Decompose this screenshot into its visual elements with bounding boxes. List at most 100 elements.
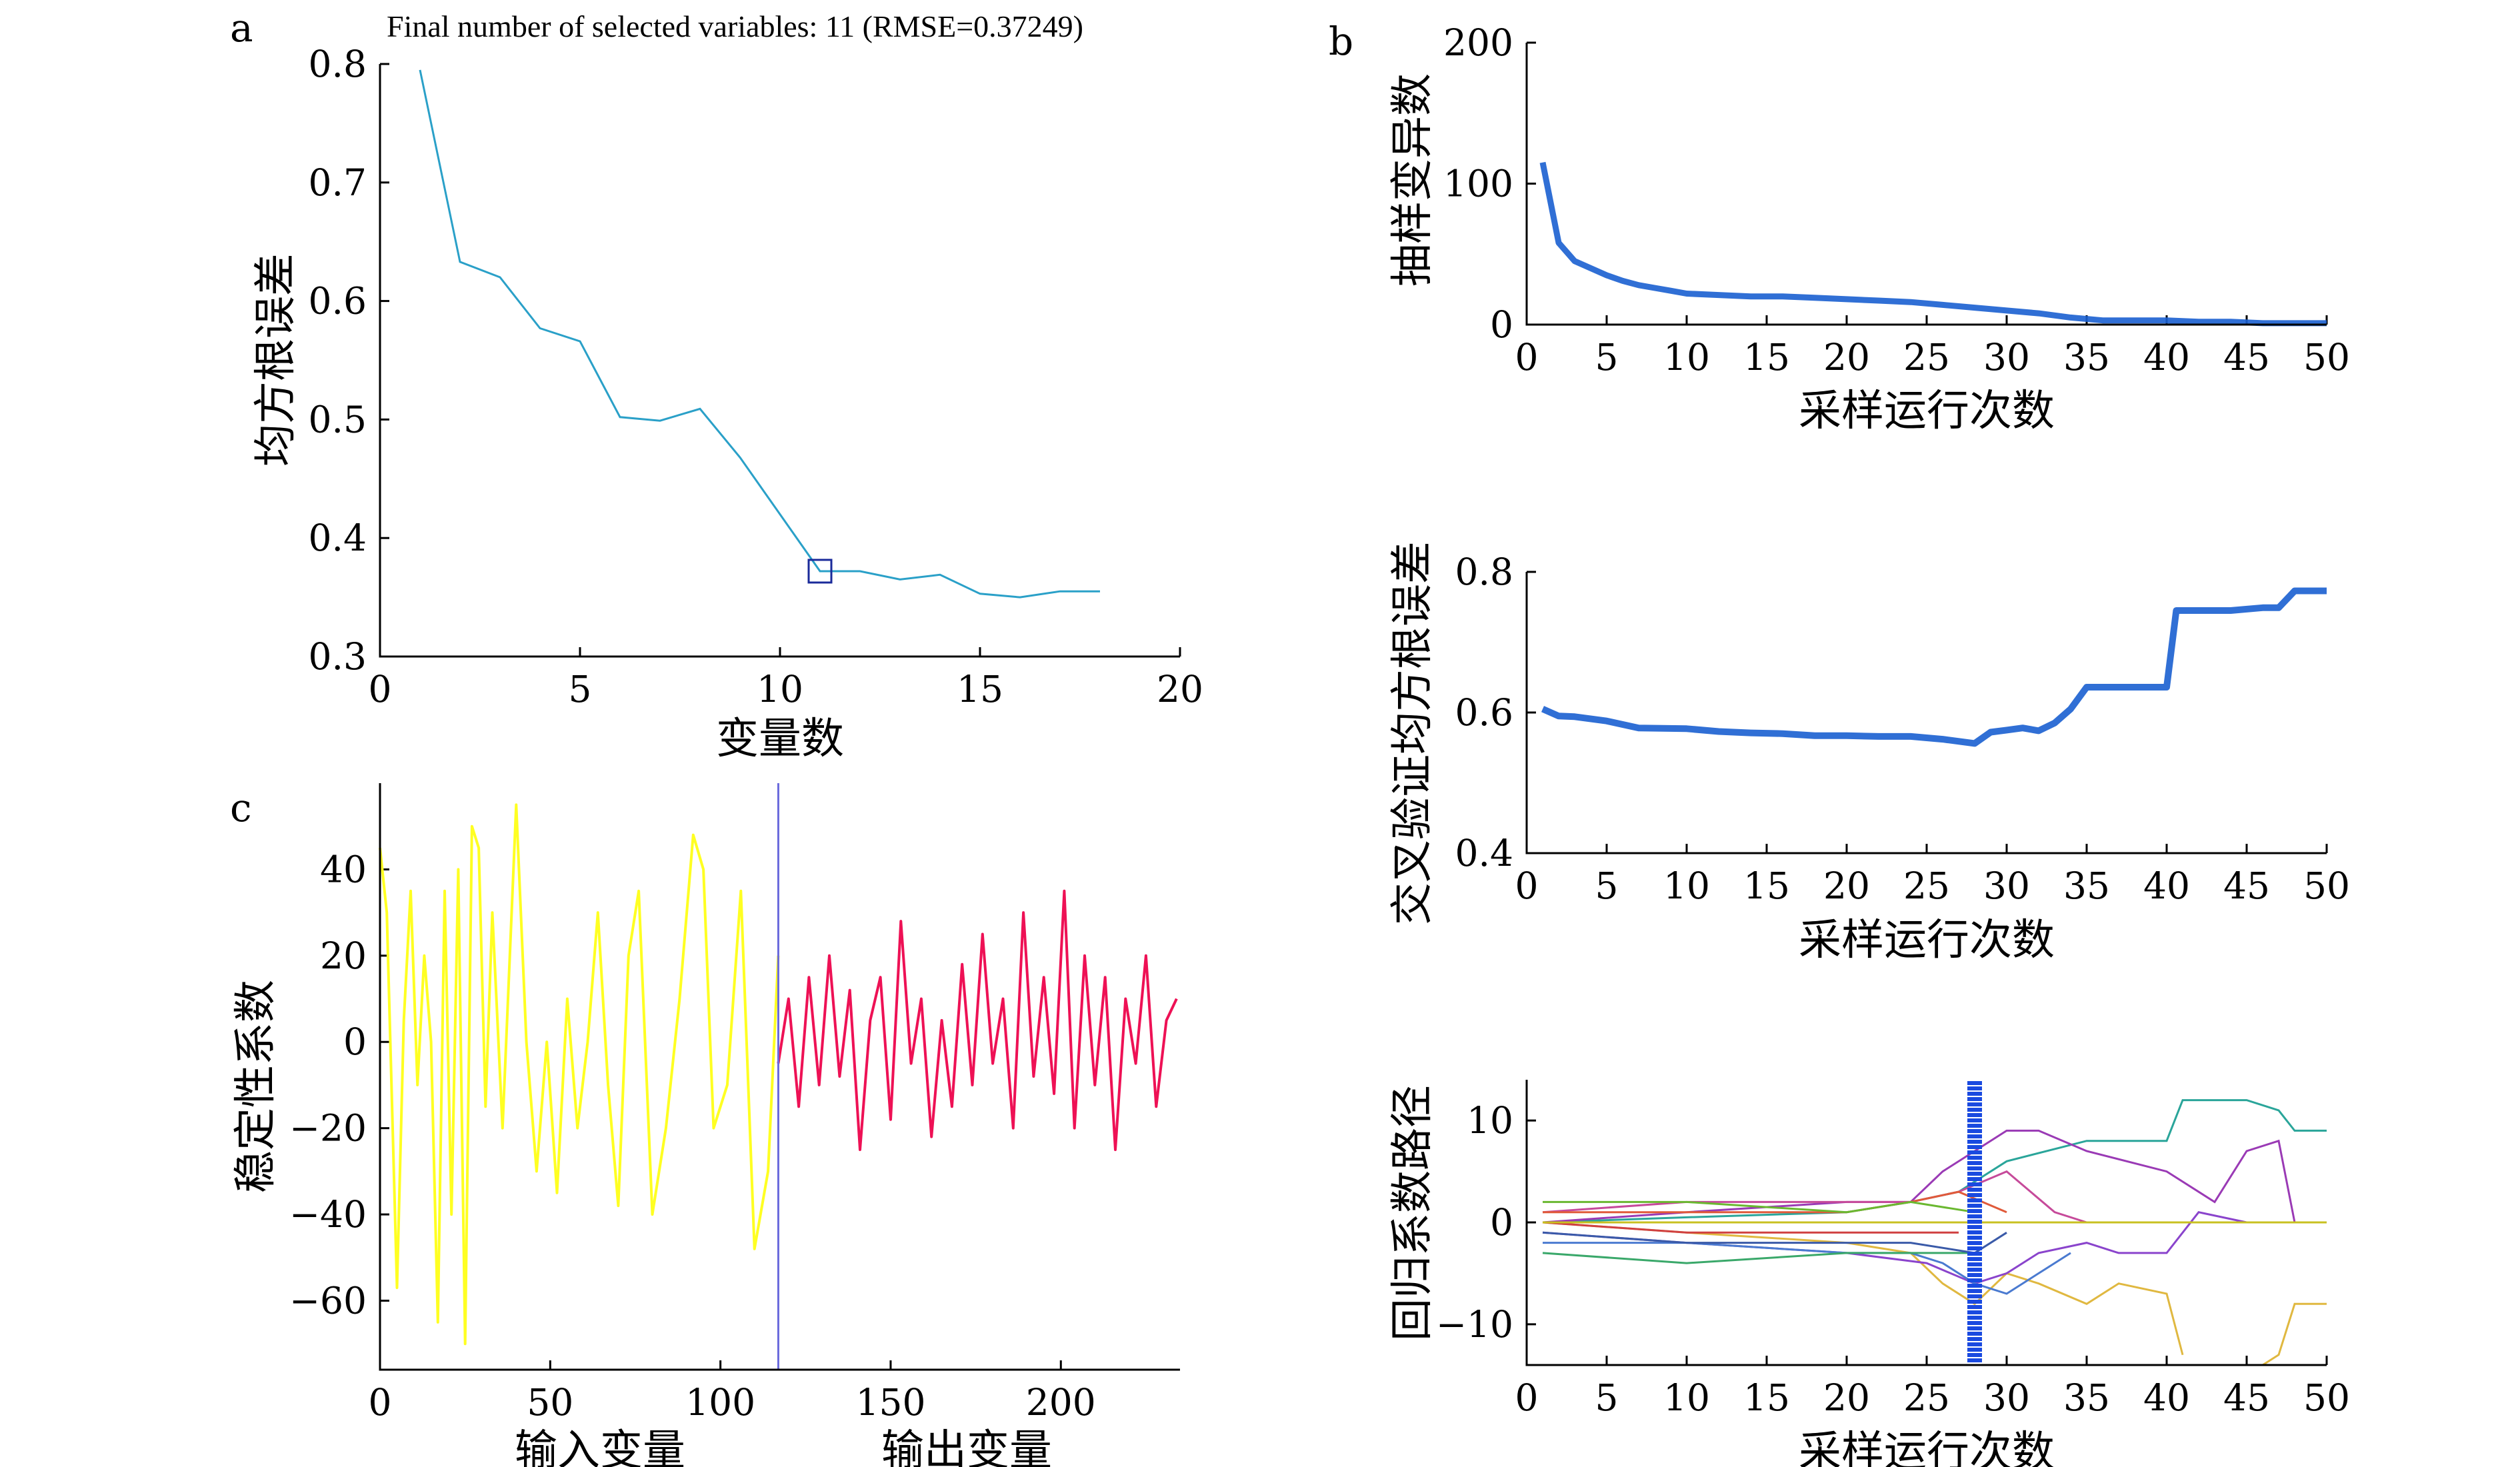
x-tick-label: 10	[1663, 1376, 1710, 1419]
y-tick-label: 40	[320, 848, 367, 890]
cv-rmse-line	[1541, 587, 2327, 747]
y-tick-label: −40	[289, 1193, 367, 1236]
panel-a: a Final number of selected variables: 11…	[230, 5, 1203, 764]
x-tick-label: 30	[1983, 864, 2030, 907]
y-tick-label: 10	[1467, 1099, 1513, 1142]
x-tick-label: 10	[1663, 864, 1710, 907]
x-tick-label: 0	[369, 668, 392, 711]
sampled-variables-line	[1539, 161, 2327, 327]
panel-b1-axes	[1525, 43, 2327, 326]
x-tick-label: 30	[1983, 336, 2030, 379]
x-tick-label: 100	[685, 1381, 755, 1424]
y-tick-label: 0.8	[309, 43, 367, 85]
x-tick-label: 5	[1595, 1376, 1619, 1419]
x-tick-label: 20	[1157, 668, 1203, 711]
y-tick-label: −60	[289, 1279, 367, 1322]
x-tick-label: 50	[2303, 1376, 2350, 1419]
y-tick-label: 0.4	[309, 517, 367, 559]
x-tick-label: 25	[1903, 1376, 1950, 1419]
x-tick-label: 25	[1903, 336, 1950, 379]
panel-a-title: Final number of selected variables: 11 (…	[387, 9, 1083, 43]
x-tick-label: 40	[2143, 864, 2190, 907]
rmse-line	[419, 69, 1100, 599]
x-tick-label: 150	[855, 1381, 925, 1424]
panel-b2: 0 5 10 15 20 25 30 35 40 45 50 0.8 0.6 0.4 采样运行次数 交叉验…	[1388, 541, 2350, 965]
x-tick-label: 35	[2063, 336, 2110, 379]
x-tick-label: 10	[1663, 336, 1710, 379]
panel-b3-xlabel: 采样运行次数	[1799, 1428, 2055, 1467]
x-tick-label: 35	[2063, 1376, 2110, 1419]
y-tick-label: 0.6	[1455, 691, 1513, 734]
coefficient-path-9	[1543, 1200, 1975, 1214]
x-tick-label: 15	[1743, 864, 1790, 907]
y-tick-label: −10	[1436, 1303, 1513, 1346]
coefficient-path-7	[1542, 1252, 1975, 1264]
x-tick-label: 5	[569, 668, 592, 711]
x-tick-label: 15	[1743, 1376, 1790, 1419]
x-tick-label: 5	[1595, 336, 1619, 379]
x-tick-label: 45	[2223, 864, 2270, 907]
x-tick-label: 20	[1823, 864, 1870, 907]
panel-c-ylabel: 稳定性系数	[231, 980, 281, 1193]
output-variables-line	[777, 889, 1178, 1151]
x-tick-label: 0	[1515, 1376, 1539, 1419]
y-tick-label: 0.5	[309, 398, 367, 441]
panel-letter-b: b	[1329, 19, 1353, 64]
panel-b1-ylabel: 抽样变异数	[1388, 73, 1437, 287]
panel-letter-a: a	[230, 5, 253, 51]
x-tick-label: 50	[2303, 864, 2350, 907]
panel-b2-ylabel: 交叉验证均方根误差	[1388, 541, 1437, 925]
x-tick-label: 0	[1515, 336, 1539, 379]
y-tick-label: 0	[1490, 303, 1513, 346]
x-tick-label: 15	[1743, 336, 1790, 379]
x-tick-label: 0	[369, 1381, 392, 1424]
x-tick-label: 25	[1903, 864, 1950, 907]
x-tick-label: 20	[1823, 1376, 1870, 1419]
y-tick-label: −20	[289, 1107, 367, 1150]
panel-b3-ylabel: 回归系数路径	[1388, 1085, 1437, 1341]
panel-a-axes	[379, 64, 1180, 658]
x-tick-label: 45	[2223, 336, 2270, 379]
y-tick-label: 0.3	[309, 635, 367, 678]
y-tick-label: 200	[1443, 21, 1513, 64]
x-tick-label: 50	[2303, 336, 2350, 379]
y-tick-label: 0.4	[1455, 832, 1513, 874]
panel-a-xlabel: 变量数	[716, 715, 844, 764]
panel-letter-c: c	[230, 785, 251, 830]
y-tick-label: 0.6	[309, 280, 367, 323]
coefficient-path-3	[2262, 1302, 2327, 1366]
y-tick-label: 0	[1490, 1201, 1513, 1244]
x-tick-label: 40	[2143, 1376, 2190, 1419]
y-tick-label: 20	[320, 934, 367, 977]
panel-b1: b 0 5 10 15 20 25 30 35 40 45 50 200 100 0 采样运行次数 抽样变…	[1329, 19, 2350, 436]
panel-a-ylabel: 均方根误差	[251, 253, 301, 467]
panel-b3-axes	[1525, 1080, 2327, 1366]
x-tick-label: 10	[757, 668, 803, 711]
x-tick-label: 40	[2143, 336, 2190, 379]
y-tick-label: 0.7	[309, 161, 367, 204]
y-tick-label: 100	[1443, 163, 1513, 205]
selected-point-marker	[807, 559, 833, 584]
panel-c-xlabel-right: 输出变量	[881, 1426, 1052, 1467]
x-tick-label: 30	[1983, 1376, 2030, 1419]
x-tick-label: 50	[527, 1381, 573, 1424]
y-tick-label: 0	[343, 1020, 367, 1063]
y-tick-label: 0.8	[1455, 551, 1513, 593]
input-variables-line	[379, 803, 780, 1346]
x-tick-label: 45	[2223, 1376, 2270, 1419]
x-tick-label: 15	[957, 668, 1003, 711]
coefficient-path-6	[1543, 1242, 2071, 1295]
x-tick-label: 0	[1515, 864, 1539, 907]
x-tick-label: 35	[2063, 864, 2110, 907]
panel-c-axes	[379, 783, 1180, 1371]
panel-b1-xlabel: 采样运行次数	[1799, 387, 2055, 436]
coefficient-path-10	[1542, 1221, 1959, 1234]
x-tick-label: 20	[1823, 336, 1870, 379]
panel-b2-axes	[1525, 572, 2327, 854]
x-tick-label: 200	[1026, 1381, 1096, 1424]
x-tick-label: 5	[1595, 864, 1619, 907]
panel-c-xlabel-left: 输入变量	[515, 1426, 685, 1467]
